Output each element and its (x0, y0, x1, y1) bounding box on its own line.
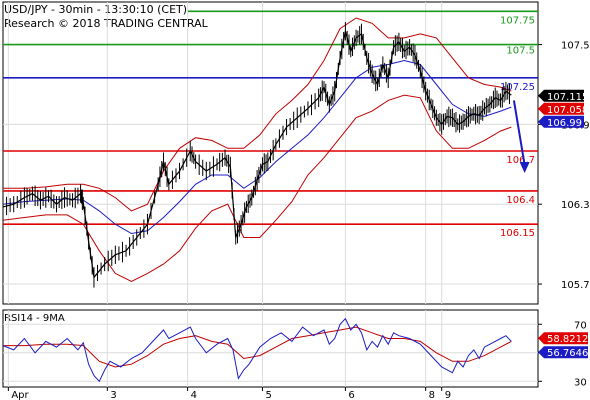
x-tick-label: 9 (445, 390, 451, 400)
rsi-title: RSI14 - 9MA (4, 313, 65, 324)
price-tag-label: 106.99 (547, 118, 582, 129)
level-label-107.75: 107.75 (500, 15, 535, 26)
rsi-line (2, 317, 512, 383)
band-lower-line (2, 94, 512, 282)
price-tag-106.99 (538, 115, 584, 128)
level-label-107.25: 107.25 (500, 82, 535, 93)
time-axis: Apr 3 4 5 6 8 9 (7, 387, 451, 400)
price-series (2, 22, 512, 288)
level-label-106.15: 106.15 (500, 228, 535, 239)
price-tag-label: 107.058 (547, 105, 588, 116)
rsi-tag-58.8212 (538, 332, 588, 345)
rsi-ma-line (3, 326, 512, 368)
x-tick-label: 6 (348, 390, 354, 400)
price-tag-107.115 (538, 89, 584, 102)
main-gridlines (3, 2, 538, 304)
level-label-106.4: 106.4 (506, 195, 535, 206)
rsi-tags: 58.8212 56.7646 (538, 332, 588, 359)
price-axis-label: 107.5 (561, 41, 590, 52)
price-axis-label: 106.3 (561, 200, 590, 211)
support-resistance-levels: 107.75 107.5 107.25 106.7 106.4 106.15 (3, 10, 538, 239)
level-label-107.5: 107.5 (506, 46, 535, 57)
price-tag-107.058 (538, 102, 584, 115)
rsi-tag-56.7646 (538, 346, 588, 359)
rsi-gridlines (3, 310, 538, 387)
forecast-arrow-shaft (512, 100, 526, 166)
chart-header-line2: Research © 2018 TRADING CENTRAL (4, 17, 209, 30)
x-tick-label: Apr (11, 390, 29, 400)
x-tick-label: 4 (191, 390, 197, 400)
rsi-axis-label: 70 (574, 320, 587, 331)
rsi-plot-frame (2, 309, 539, 388)
x-tick-label: 5 (265, 390, 271, 400)
x-tick-label: 3 (110, 390, 116, 400)
x-tick-label: 8 (429, 390, 435, 400)
rsi-series (2, 317, 512, 383)
band-upper-line (3, 17, 512, 212)
forecast-arrow (512, 100, 530, 173)
forecast-arrow-head (519, 161, 530, 173)
chart-header-line1: USD/JPY - 30min - 13:30:10 (CET) (4, 3, 187, 16)
rsi-tag-label: 56.7646 (547, 348, 588, 359)
rsi-tag-label: 58.8212 (547, 334, 588, 345)
price-tag-label: 107.115 (547, 92, 588, 103)
main-panel: USD/JPY - 30min - 13:30:10 (CET) Researc… (2, 1, 590, 305)
level-label-106.7: 106.7 (506, 155, 535, 166)
price-line (2, 31, 512, 279)
price-axis-label: 105.7 (561, 280, 590, 291)
price-tags: 107.115 107.058 106.99 (538, 89, 588, 129)
rsi-axis-label: 30 (574, 377, 587, 388)
